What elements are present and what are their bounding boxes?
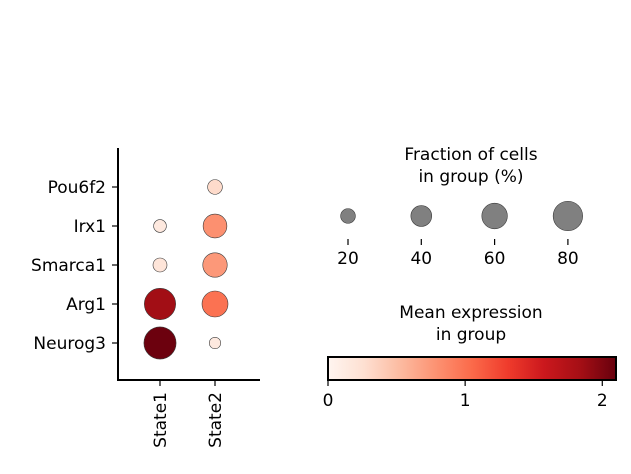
dot-smarca1-state2 (202, 252, 228, 278)
size-legend-marker (340, 208, 356, 224)
gene-label-neurog3: Neurog3 (33, 334, 106, 354)
group-ticks: State1 State2 (151, 380, 226, 448)
size-legend-title-line2: in group (%) (418, 167, 523, 187)
gene-label-smarca1: Smarca1 (31, 256, 106, 276)
dot-pou6f2-state2 (207, 179, 223, 195)
size-legend: Fraction of cells in group (%) 20 40 60 80 (337, 145, 583, 269)
gene-ticks: Pou6f2 Irx1 Smarca1 Arg1 Neurog3 (31, 178, 118, 354)
dot-neurog3-state2 (208, 336, 222, 350)
size-legend-label: 40 (410, 249, 432, 269)
size-legend-label: 80 (557, 249, 579, 269)
size-legend-marker (481, 202, 508, 230)
dotplot-panel: Pou6f2 Irx1 Smarca1 Arg1 Neurog3 S (31, 148, 260, 448)
group-tick: State2 (206, 380, 226, 448)
size-legend-label: 20 (337, 249, 359, 269)
colorbar (327, 356, 617, 381)
colorbar-ticks: 0 1 2 (323, 381, 608, 411)
gene-label-pou6f2: Pou6f2 (48, 178, 106, 198)
size-legend-label: 60 (484, 249, 506, 269)
gene-tick: Irx1 (74, 217, 118, 237)
colorbar-tick-label: 2 (597, 391, 608, 411)
dot-irx1-state2 (202, 213, 228, 239)
size-legend-items: 20 40 60 80 (337, 200, 583, 269)
gene-label-irx1: Irx1 (74, 217, 106, 237)
group-label-state2: State2 (206, 392, 226, 448)
dot-neurog3-state1 (143, 326, 177, 360)
group-label-state1: State1 (151, 392, 171, 448)
dots-layer (143, 179, 229, 360)
gene-tick: Pou6f2 (48, 178, 118, 198)
colorbar-tick-label: 1 (460, 391, 471, 411)
dot-smarca1-state1 (152, 257, 168, 273)
color-legend-title-line2: in group (436, 325, 506, 345)
color-legend-title-line1: Mean expression (399, 303, 542, 323)
dot-irx1-state1 (153, 219, 167, 233)
color-legend: Mean expression in group 0 1 2 (323, 303, 617, 411)
dot-arg1-state1 (144, 288, 176, 320)
size-legend-marker (552, 200, 583, 232)
dot-arg1-state2 (201, 290, 229, 318)
gene-tick: Neurog3 (33, 334, 118, 354)
colorbar-tick-label: 0 (323, 391, 334, 411)
gene-tick: Smarca1 (31, 256, 118, 276)
group-tick: State1 (151, 380, 171, 448)
size-legend-marker (410, 205, 433, 227)
size-legend-title-line1: Fraction of cells (404, 145, 537, 165)
gene-tick: Arg1 (66, 295, 118, 315)
gene-label-arg1: Arg1 (66, 295, 106, 315)
